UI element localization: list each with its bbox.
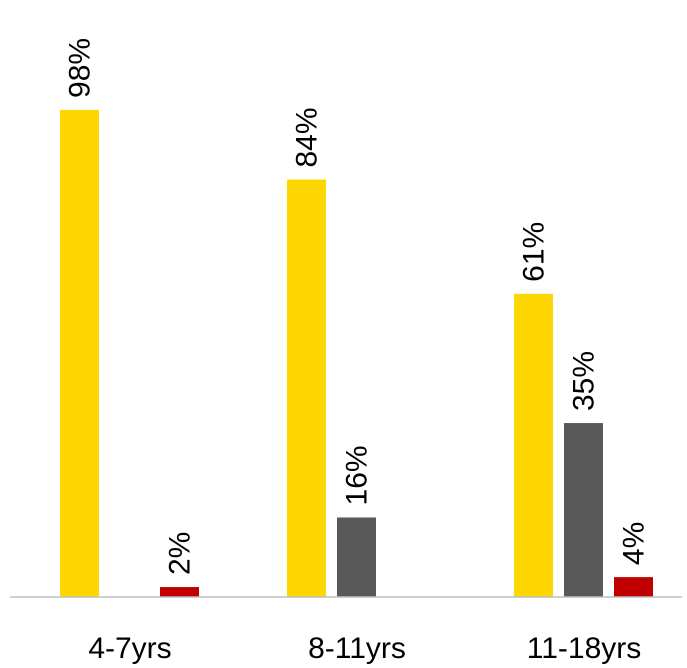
data-labels-layer: 98% 2% 84% 16% 61% 35% 4%: [64, 38, 651, 575]
data-label-11-18yrs-series-2: 35%: [568, 351, 601, 411]
bar-11-18yrs-series-1: [514, 293, 553, 597]
data-label-8-11yrs-series-1: 84%: [291, 107, 324, 167]
data-label-11-18yrs-series-3: 4%: [618, 522, 651, 565]
category-label-4-7yrs: 4-7yrs: [88, 632, 171, 665]
category-label-8-11yrs: 8-11yrs: [308, 632, 406, 665]
bar-4-7yrs-series-1: [60, 109, 99, 597]
data-label-4-7yrs-series-3: 2%: [164, 532, 197, 575]
data-label-8-11yrs-series-2: 16%: [341, 445, 374, 505]
bar-8-11yrs-series-1: [287, 179, 326, 597]
bar-8-11yrs-series-2: [337, 517, 376, 597]
bar-11-18yrs-series-3: [614, 577, 653, 597]
bars-layer: [60, 109, 653, 597]
data-label-11-18yrs-series-1: 61%: [518, 222, 551, 282]
bar-11-18yrs-series-2: [564, 423, 603, 597]
data-label-4-7yrs-series-1: 98%: [64, 38, 97, 98]
category-labels-layer: 4-7yrs 8-11yrs 11-18yrs: [88, 632, 641, 665]
bar-4-7yrs-series-3: [160, 587, 199, 597]
category-label-11-18yrs: 11-18yrs: [527, 632, 642, 665]
